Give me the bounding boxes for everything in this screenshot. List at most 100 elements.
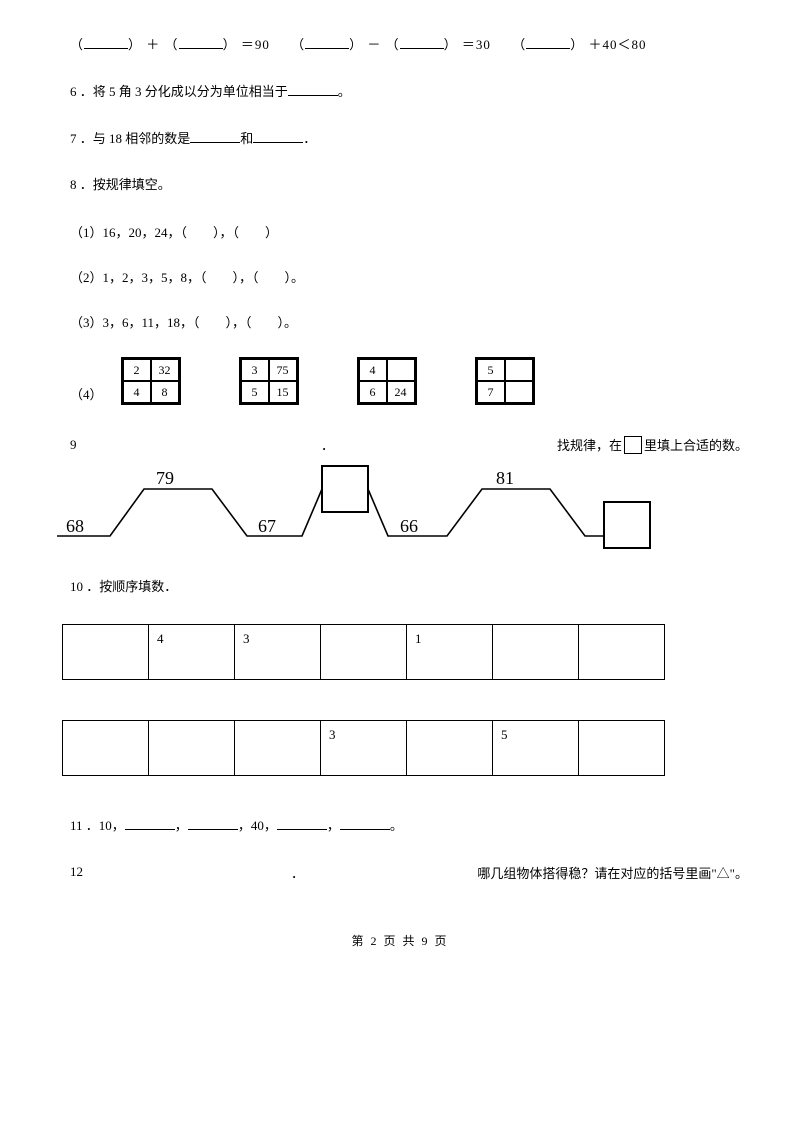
cell: 32 <box>151 359 179 381</box>
cell <box>505 359 533 381</box>
cell <box>579 624 665 679</box>
mini-grid-4: 5 7 <box>475 357 535 405</box>
cell: 75 <box>269 359 297 381</box>
lp: （ <box>291 37 305 52</box>
sep: ， <box>175 818 188 833</box>
blank <box>400 35 444 49</box>
end: 。 <box>390 818 403 833</box>
cell: 4 <box>359 359 387 381</box>
val: 81 <box>496 468 514 488</box>
q-num: 11 <box>70 818 83 833</box>
cell <box>505 381 533 403</box>
cell: 2 <box>123 359 151 381</box>
q-text: ．按顺序填数． <box>86 579 177 594</box>
q6: 6 ．将 5 角 3 分化成以分为单位相当于 。 <box>52 82 748 103</box>
end: ． <box>303 131 316 146</box>
cell: 6 <box>359 381 387 403</box>
q-num: 12 <box>70 864 90 880</box>
q8-s2: （2）1，2，3，5，8，（ ），（ ）。 <box>52 267 748 286</box>
blank <box>188 816 238 830</box>
rp: ） <box>223 37 237 52</box>
rhs: ＋40＜80 <box>588 37 646 52</box>
q8-s1: （1）16，20，24，（ ），（ ） <box>52 222 748 241</box>
q-num: 9 <box>70 437 90 453</box>
lp: （ <box>512 37 526 52</box>
blank <box>288 82 338 96</box>
cell <box>63 624 149 679</box>
blank <box>277 816 327 830</box>
q-num: 7 <box>70 131 77 146</box>
q10-title: 10 ．按顺序填数． <box>52 577 748 598</box>
q9-line: 9 ． 找规律，在 里填上合适的数。 <box>52 435 748 454</box>
lp: （ <box>165 37 179 52</box>
rhs: ＝30 <box>462 37 491 52</box>
mini-grid-2: 3 75 5 15 <box>239 357 299 405</box>
rp: ） <box>349 37 363 52</box>
cell <box>149 720 235 775</box>
q-text: ．将 5 角 3 分化成以分为单位相当于 <box>80 84 288 99</box>
page-footer: 第 2 页 共 9 页 <box>52 932 748 949</box>
val: 67 <box>258 516 276 536</box>
seq-table-2: 3 5 <box>62 720 665 776</box>
q-text: ．按规律填空。 <box>80 177 171 192</box>
dot: ． <box>90 435 340 454</box>
sep: ， <box>327 818 340 833</box>
blank <box>253 129 303 143</box>
cell: 5 <box>477 359 505 381</box>
q5-equations: （） ＋ （） ＝90 （） － （） ＝30 （） ＋40＜80 <box>52 35 748 56</box>
q9-text: 找规律，在 <box>557 435 622 454</box>
q8-title: 8 ．按规律填空。 <box>52 175 748 196</box>
q-end: 。 <box>338 84 351 99</box>
q-num: 6 <box>70 84 77 99</box>
mid: ，40， <box>238 818 277 833</box>
blank <box>190 129 240 143</box>
q9-text2: 里填上合适的数。 <box>644 435 748 454</box>
text: ．10， <box>86 818 125 833</box>
cell <box>387 359 415 381</box>
cell: 3 <box>235 624 321 679</box>
q11: 11 ．10， ， ，40， ， 。 <box>52 816 748 837</box>
cell: 5 <box>241 381 269 403</box>
cell: 1 <box>407 624 493 679</box>
q7: 7 ．与 18 相邻的数是 和 ． <box>52 129 748 150</box>
cell: 7 <box>477 381 505 403</box>
val: 66 <box>400 516 418 536</box>
cell <box>579 720 665 775</box>
rp: ） <box>444 37 458 52</box>
q8-s3: （3）3，6，11，18，（ ），（ ）。 <box>52 312 748 331</box>
seq-table-1: 4 3 1 <box>62 624 665 680</box>
cell <box>493 624 579 679</box>
cell <box>407 720 493 775</box>
rp: ） <box>570 37 584 52</box>
rhs: ＝90 <box>241 37 270 52</box>
cell: 24 <box>387 381 415 403</box>
lp: （ <box>70 37 84 52</box>
cell: 8 <box>151 381 179 403</box>
blank <box>179 35 223 49</box>
cell: 4 <box>123 381 151 403</box>
blank <box>340 816 390 830</box>
val: 79 <box>156 468 174 488</box>
dot: ． <box>90 863 310 882</box>
cell <box>235 720 321 775</box>
cell: 3 <box>321 720 407 775</box>
rp: ） <box>128 37 142 52</box>
q9-pattern: 68 79 67 66 81 <box>52 464 748 549</box>
q8-s4-grids: （4） 2 32 4 8 3 75 5 15 4 6 24 5 7 <box>52 357 748 405</box>
blank <box>526 35 570 49</box>
q-num: 10 <box>70 579 83 594</box>
cell: 4 <box>149 624 235 679</box>
mini-grid-3: 4 6 24 <box>357 357 417 405</box>
op: ＋ <box>146 37 160 52</box>
cell: 5 <box>493 720 579 775</box>
square-placeholder-icon <box>624 436 642 454</box>
blank <box>305 35 349 49</box>
cell <box>63 720 149 775</box>
op: － <box>367 37 381 52</box>
blank <box>84 35 128 49</box>
mid: 和 <box>240 131 253 146</box>
cell: 15 <box>269 381 297 403</box>
mini-grid-1: 2 32 4 8 <box>121 357 181 405</box>
q12-line: 12 ． 哪几组物体搭得稳？请在对应的括号里画"△"。 <box>52 863 748 882</box>
q-text: ．与 18 相邻的数是 <box>80 131 191 146</box>
